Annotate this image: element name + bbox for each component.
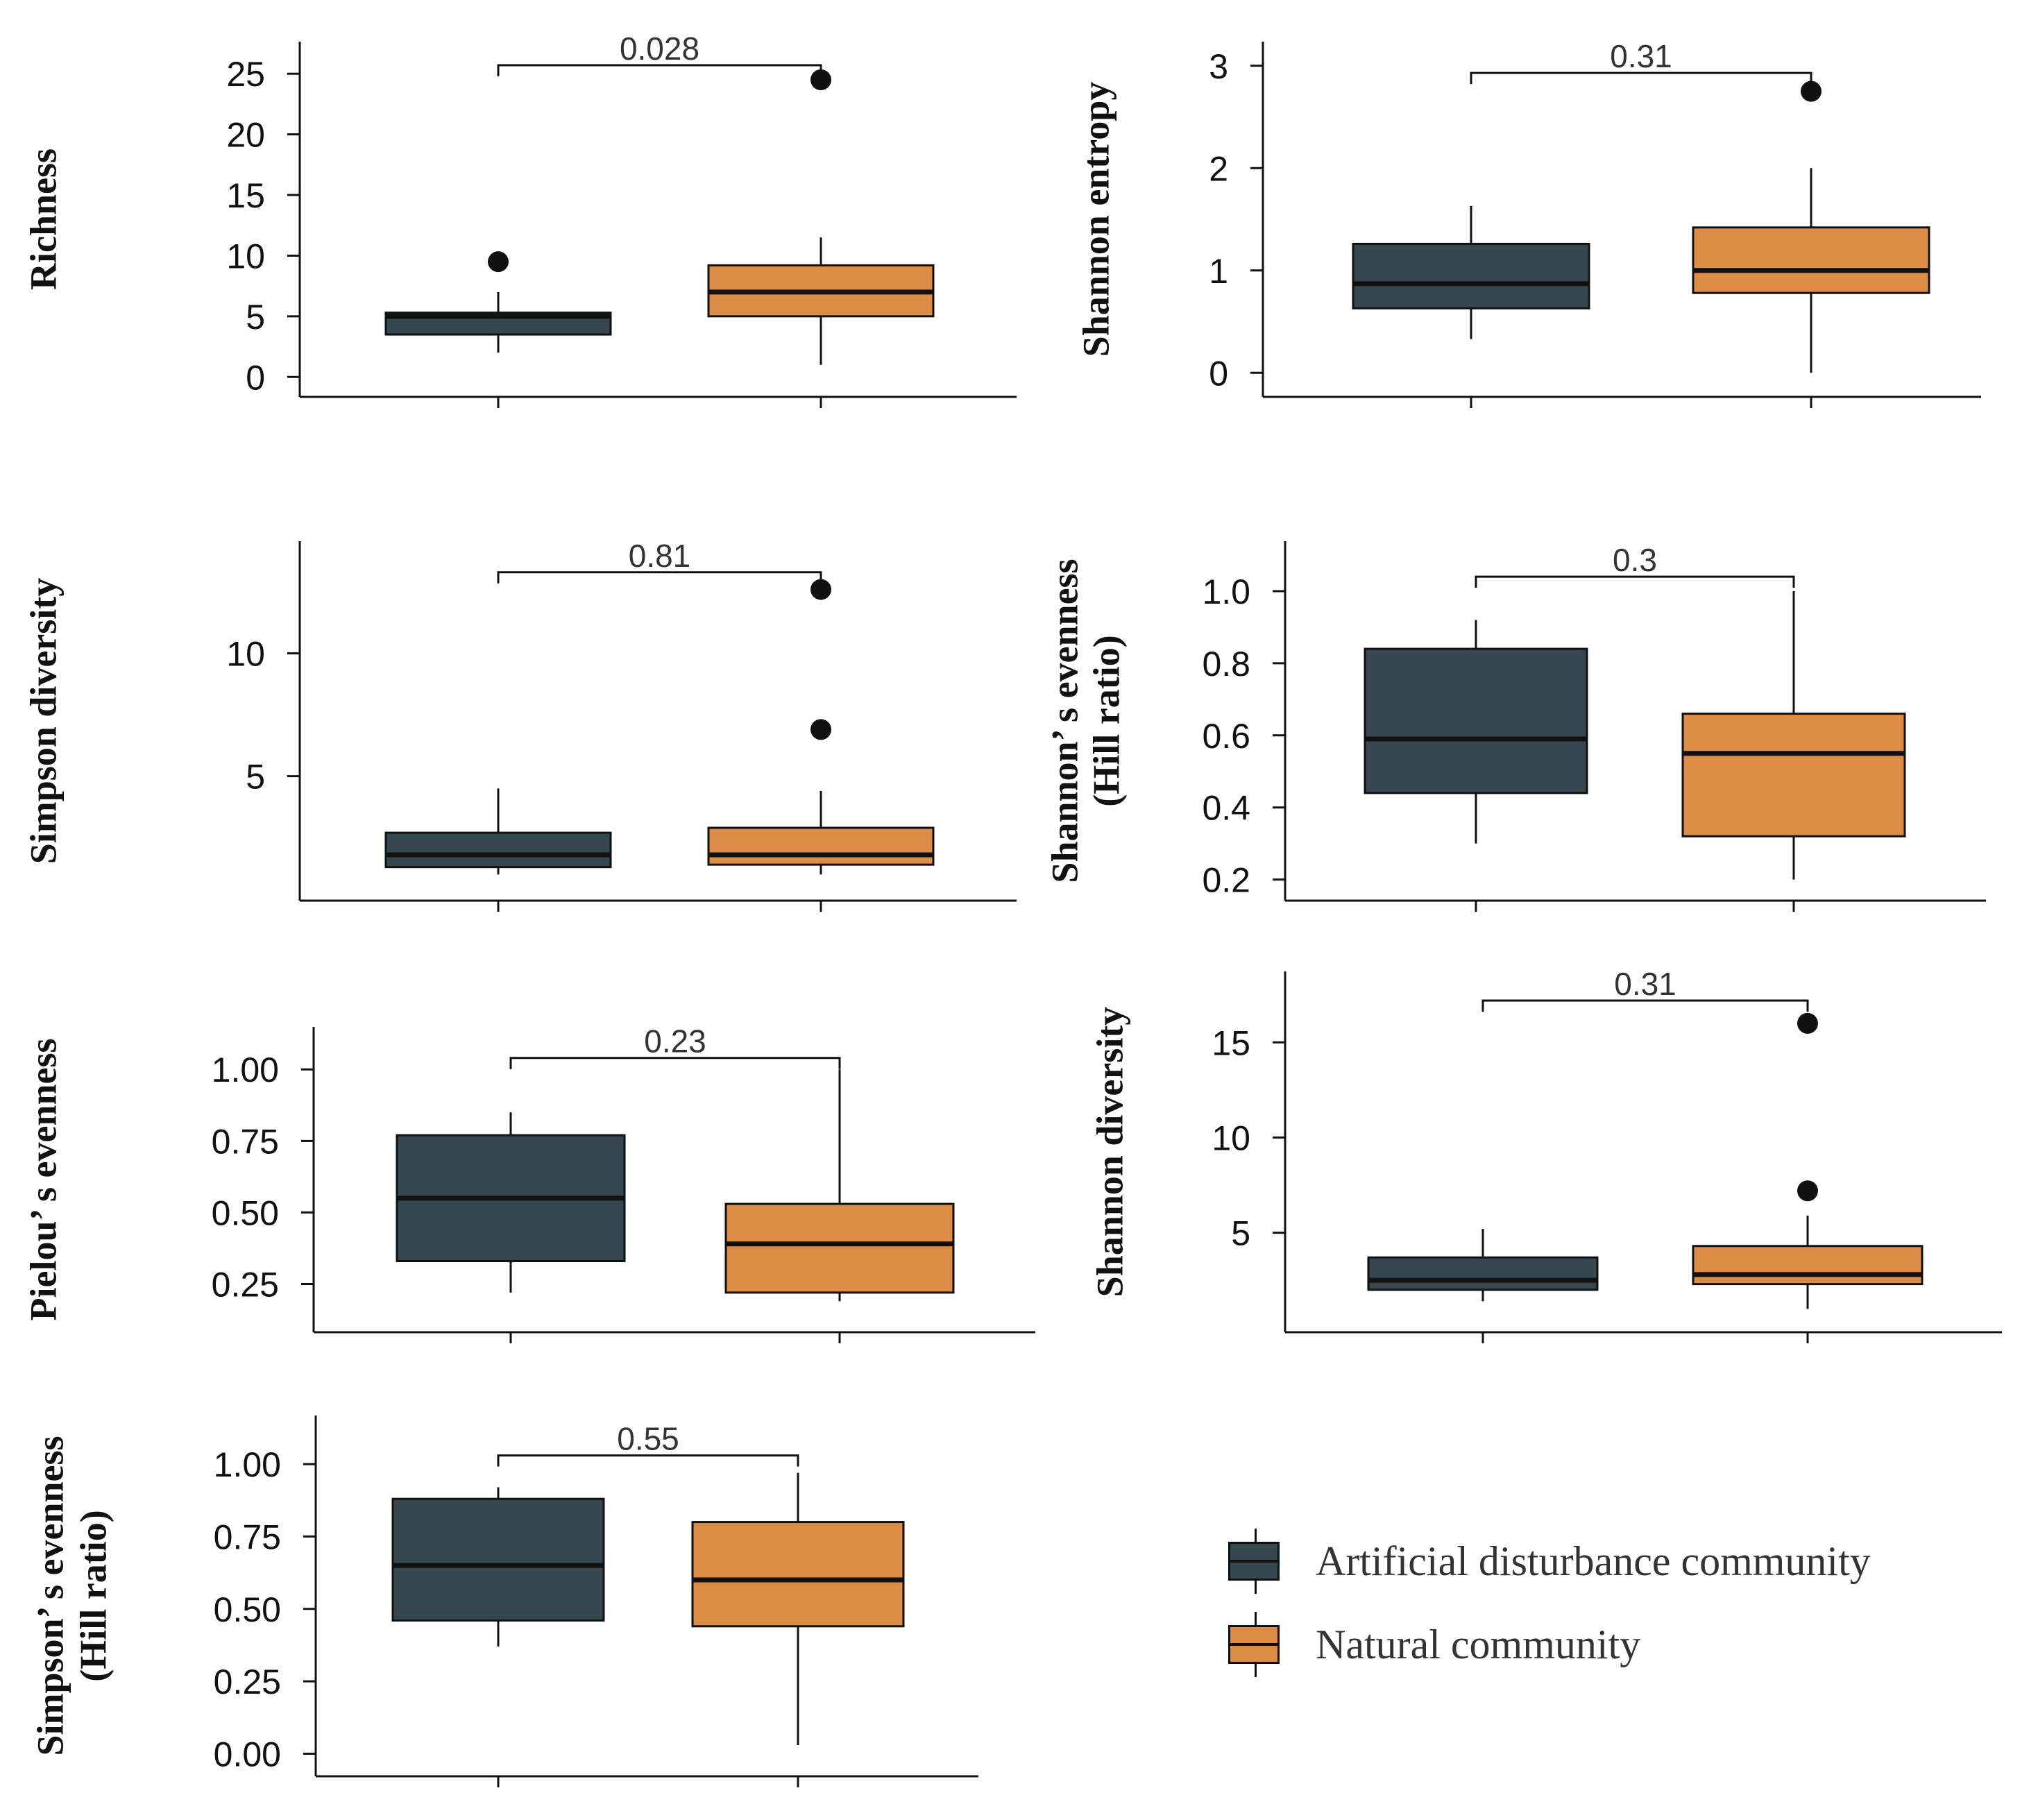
y-tick-label: 2: [1209, 149, 1228, 188]
y-tick-label: 20: [226, 116, 265, 155]
box-iqr: [384, 831, 612, 869]
box-natural: [707, 69, 935, 365]
panel-6: 5 10 15 Shannon diversity 0.31: [1089, 966, 2002, 1343]
y-tick-label: 15: [1212, 1023, 1250, 1062]
outlier-point: [810, 719, 831, 740]
significance-bracket: [509, 1057, 841, 1069]
box-artificial: [396, 1112, 626, 1293]
y-axis-label: (Hill ratio): [1085, 635, 1127, 806]
significance-bracket: [497, 571, 822, 584]
significance-bracket: [497, 1454, 799, 1467]
y-tick-label: 5: [246, 298, 265, 337]
outlier-point: [810, 69, 831, 90]
panel-3: 5 10 Simpson diversity 0.81: [22, 538, 1017, 912]
box-iqr: [691, 1521, 905, 1628]
y-tick-label: 0.25: [212, 1266, 279, 1304]
p-value-label: 0.23: [644, 1023, 706, 1060]
y-tick-label: 1.00: [212, 1051, 279, 1089]
panel-7: 0.00 0.25 0.50 0.75 1.00 Simpson’ s evenness(…: [29, 1415, 978, 1787]
p-value-label: 0.31: [1610, 38, 1672, 74]
panel-1: 0 5 10 15 20 25 Richness 0.028: [22, 31, 1017, 408]
box-iqr: [1367, 1256, 1599, 1291]
box-artificial: [391, 1487, 605, 1647]
box-artificial: [384, 251, 612, 353]
outlier-point: [1801, 80, 1822, 102]
box-artificial: [1352, 205, 1590, 339]
significance-bracket: [497, 64, 822, 76]
y-tick-label: 3: [1209, 47, 1228, 86]
panel-4: 0.2 0.4 0.6 0.8 1.0 Shannon’ s evenness (Hill …: [1044, 541, 1986, 912]
box-natural: [691, 1472, 905, 1745]
y-tick-label: 0.75: [214, 1517, 281, 1556]
significance-bracket: [1481, 999, 1809, 1012]
y-tick-label: 1.0: [1202, 572, 1250, 611]
legend-swatch-artificial: [1228, 1529, 1280, 1594]
legend-label-artificial: Artificial disturbance community: [1316, 1538, 1871, 1584]
box-iqr: [391, 1497, 605, 1622]
y-tick-label: 0.4: [1202, 789, 1250, 828]
y-tick-label: 0.00: [214, 1735, 281, 1774]
box-iqr: [724, 1202, 955, 1294]
y-tick-label: 0.8: [1202, 645, 1250, 683]
y-tick-label: 0.6: [1202, 717, 1250, 756]
box-iqr: [1681, 713, 1906, 837]
box-natural: [1692, 80, 1930, 373]
y-axis-label: Shannon’ s evenness: [1044, 559, 1085, 883]
y-axis-label: Simpson diversity: [22, 578, 64, 865]
y-tick-label: 5: [246, 758, 265, 797]
legend-label-natural: Natural community: [1316, 1621, 1641, 1667]
box-natural: [707, 579, 935, 875]
y-tick-label: 5: [1231, 1214, 1250, 1253]
y-tick-label: 10: [1212, 1119, 1250, 1157]
legend-item-artificial: Artificial disturbance community: [1228, 1529, 1871, 1594]
p-value-label: 0.55: [617, 1421, 679, 1457]
y-tick-label: 10: [226, 237, 265, 275]
box-iqr: [1692, 1245, 1924, 1286]
box-iqr: [1364, 647, 1588, 794]
y-axis-label: Pielou’ s evenness: [22, 1039, 64, 1321]
y-tick-label: 1.00: [214, 1445, 281, 1484]
box-natural: [1681, 590, 1906, 880]
y-axis-label: Shannon diversity: [1089, 1007, 1130, 1298]
box-natural: [724, 1069, 955, 1302]
legend: Artificial disturbance community Natural…: [1228, 1523, 1992, 1703]
y-tick-label: 0.25: [214, 1662, 281, 1701]
box-iqr: [707, 826, 935, 866]
box-natural: [1692, 1012, 1924, 1309]
box-artificial: [1364, 620, 1588, 844]
panel-2: 0 1 2 3 Shannon entropy 0.31: [1075, 38, 1981, 408]
p-value-label: 0.31: [1614, 966, 1676, 1002]
outlier-point: [1797, 1180, 1818, 1202]
y-tick-label: 0: [1209, 354, 1228, 393]
p-value-label: 0.81: [629, 538, 691, 574]
significance-bracket: [1470, 71, 1812, 85]
box-iqr: [1352, 242, 1590, 309]
p-value-label: 0.028: [620, 31, 699, 67]
y-axis-label: Simpson’ s evenness: [29, 1436, 71, 1755]
significance-bracket: [1475, 575, 1795, 588]
y-axis-label: (Hill ratio): [72, 1510, 114, 1681]
y-axis-label: Richness: [22, 148, 64, 290]
y-tick-label: 15: [226, 176, 265, 215]
box-artificial: [1367, 1229, 1599, 1302]
outlier-point: [1797, 1012, 1818, 1034]
box-artificial: [384, 788, 612, 875]
y-tick-label: 25: [226, 55, 265, 94]
y-tick-label: 0.75: [212, 1122, 279, 1161]
outlier-point: [488, 251, 509, 273]
y-tick-label: 0.50: [214, 1590, 281, 1629]
panel-5: 0.25 0.50 0.75 1.00 Pielou’ s evenness 0.23: [22, 1023, 1035, 1343]
legend-item-natural: Natural community: [1228, 1612, 1641, 1677]
box-iqr: [1692, 226, 1930, 294]
y-tick-label: 0.2: [1202, 861, 1250, 900]
y-tick-label: 0.50: [212, 1193, 279, 1232]
legend-swatch-natural: [1228, 1612, 1280, 1677]
y-tick-label: 0: [246, 358, 265, 397]
y-tick-label: 1: [1209, 252, 1228, 291]
y-axis-label: Shannon entropy: [1075, 82, 1116, 357]
outlier-point: [810, 579, 831, 600]
y-tick-label: 10: [226, 635, 265, 674]
p-value-label: 0.3: [1613, 542, 1657, 578]
